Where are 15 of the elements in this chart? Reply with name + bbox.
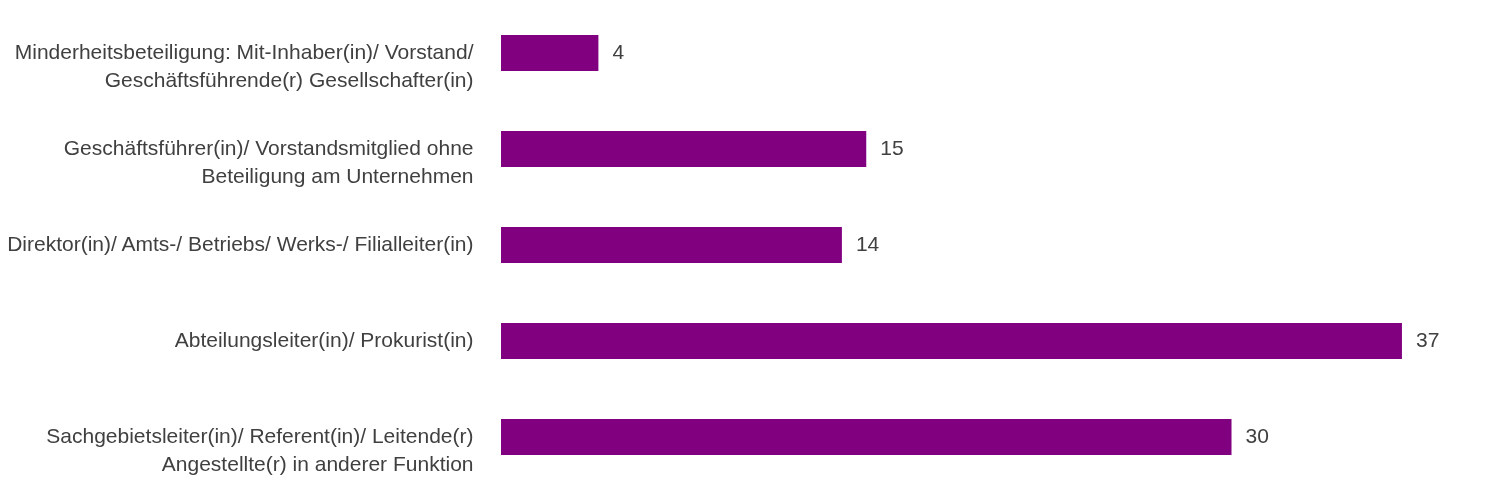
y-tick-label: Sachgebietsleiter(in)/ Referent(in)/ Leitende(r) Angestellte(r) in anderer Funktion bbox=[46, 424, 474, 475]
bar bbox=[501, 323, 1402, 359]
data-label: 4 bbox=[612, 40, 625, 63]
y-tick-label: Minderheitsbeteiligung: Mit-Inhaber(in)/ Vorstand/ Geschäftsführende(r) Gesellschafter(in) bbox=[14, 40, 474, 91]
bar bbox=[501, 131, 867, 167]
data-label: 15 bbox=[880, 136, 904, 159]
y-tick-label: Geschäftsführer(in)/ Vorstandsmitglied ohne Beteiligung am Unternehmen bbox=[63, 136, 474, 187]
bar bbox=[501, 227, 842, 263]
y-tick-label: Abteilungsleiter(in)/ Prokurist(in) bbox=[174, 328, 474, 351]
data-label: 14 bbox=[855, 232, 880, 255]
bar bbox=[501, 35, 599, 71]
data-label: 37 bbox=[1415, 328, 1440, 351]
data-label: 30 bbox=[1245, 424, 1269, 447]
bar bbox=[501, 419, 1232, 455]
y-tick-label: Direktor(in)/ Amts-/ Betriebs/ Werks-/ Filialleiter(in) bbox=[7, 232, 474, 255]
